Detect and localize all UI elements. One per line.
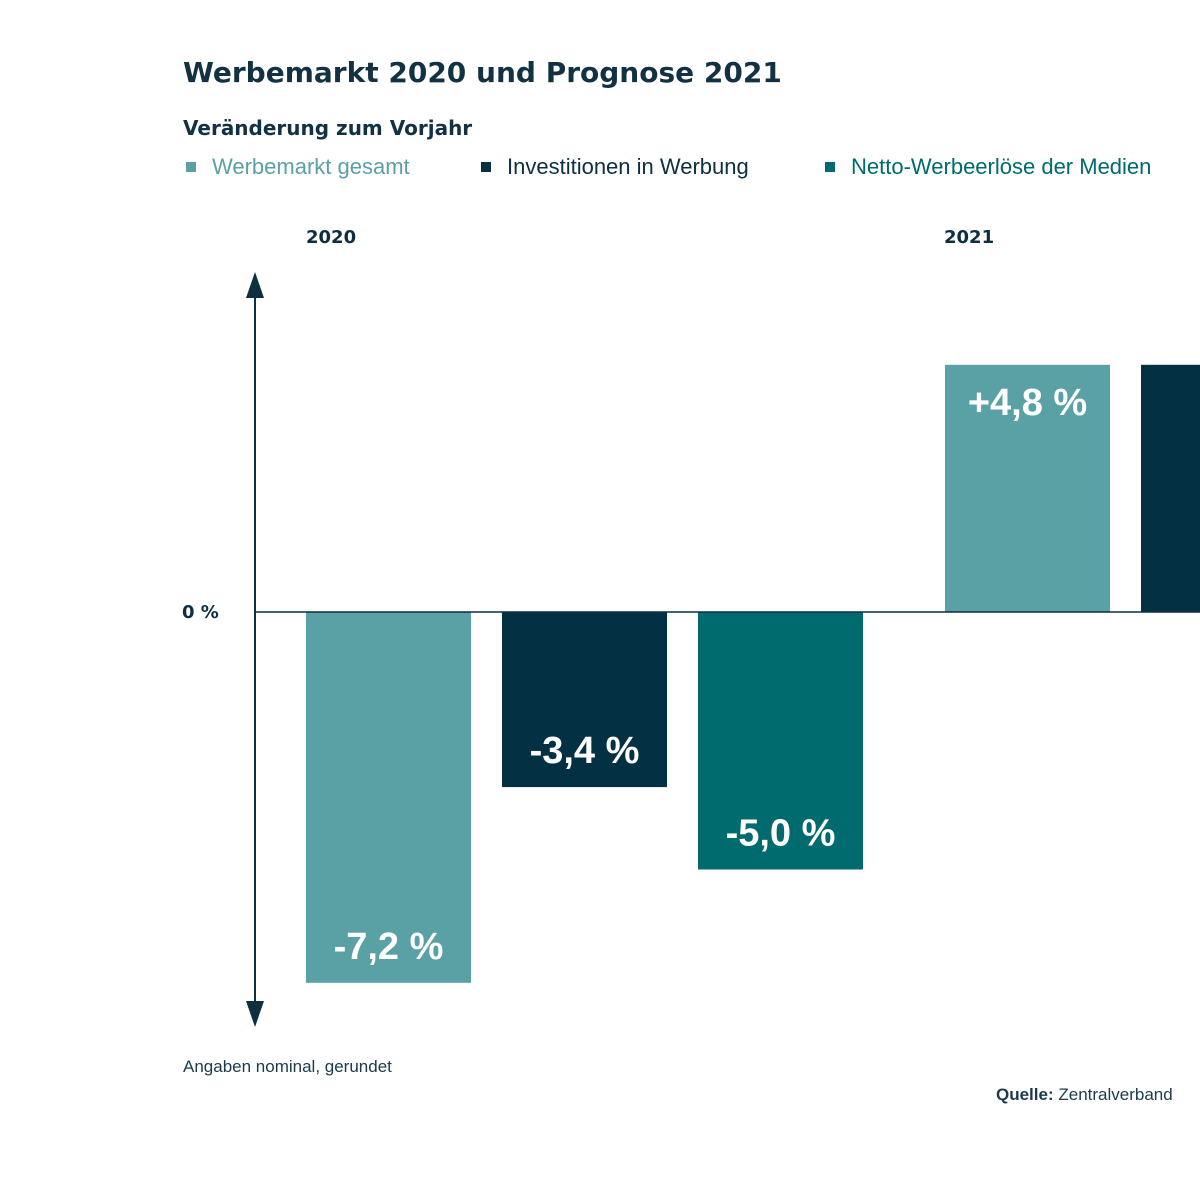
bar-value-label: -5,0 % <box>726 813 836 855</box>
legend: Werbemarkt gesamt Investitionen in Werbu… <box>183 154 1200 182</box>
category-label-2021: 2021 <box>944 227 995 248</box>
legend-swatch-icon <box>186 162 196 172</box>
bar-2021-series-1 <box>1141 364 1200 612</box>
zero-axis-label: 0 % <box>182 602 219 623</box>
bar-2020-series-1 <box>502 612 667 788</box>
legend-item-werbemarkt-gesamt: Werbemarkt gesamt <box>186 154 410 180</box>
footnote: Angaben nominal, gerundet <box>183 1057 392 1076</box>
bar-2021-series-0 <box>945 364 1110 612</box>
y-axis-arrow-up-icon <box>246 272 264 298</box>
bar-value-label: +4,8 % <box>968 382 1087 424</box>
legend-item-netto-werbeerloese: Netto-Werbeerlöse der Medien <box>825 154 1151 180</box>
bar-value-label: -3,4 % <box>530 730 640 772</box>
source-text: Zentralverband <box>1058 1085 1173 1104</box>
legend-label: Netto-Werbeerlöse der Medien <box>851 154 1152 179</box>
bar-value-label: -7,2 % <box>334 926 444 968</box>
legend-label: Investitionen in Werbung <box>507 154 749 179</box>
source-line: Quelle: Zentralverband <box>996 1085 1173 1105</box>
y-axis-arrow-down-icon <box>246 1001 264 1027</box>
legend-swatch-icon <box>481 162 491 172</box>
source-label: Quelle: <box>996 1085 1054 1104</box>
bar-2020-series-0 <box>306 612 471 983</box>
legend-item-investitionen: Investitionen in Werbung <box>481 154 749 180</box>
chart-subtitle: Veränderung zum Vorjahr <box>183 116 473 140</box>
legend-label: Werbemarkt gesamt <box>212 154 410 179</box>
category-label-2020: 2020 <box>306 227 357 248</box>
chart-title: Werbemarkt 2020 und Prognose 2021 <box>183 56 782 89</box>
legend-swatch-icon <box>825 162 835 172</box>
bars-group: -7,2 %+4,8 %-3,4 %+4-5,0 % <box>306 364 1200 983</box>
bar-2020-series-2 <box>698 612 863 870</box>
